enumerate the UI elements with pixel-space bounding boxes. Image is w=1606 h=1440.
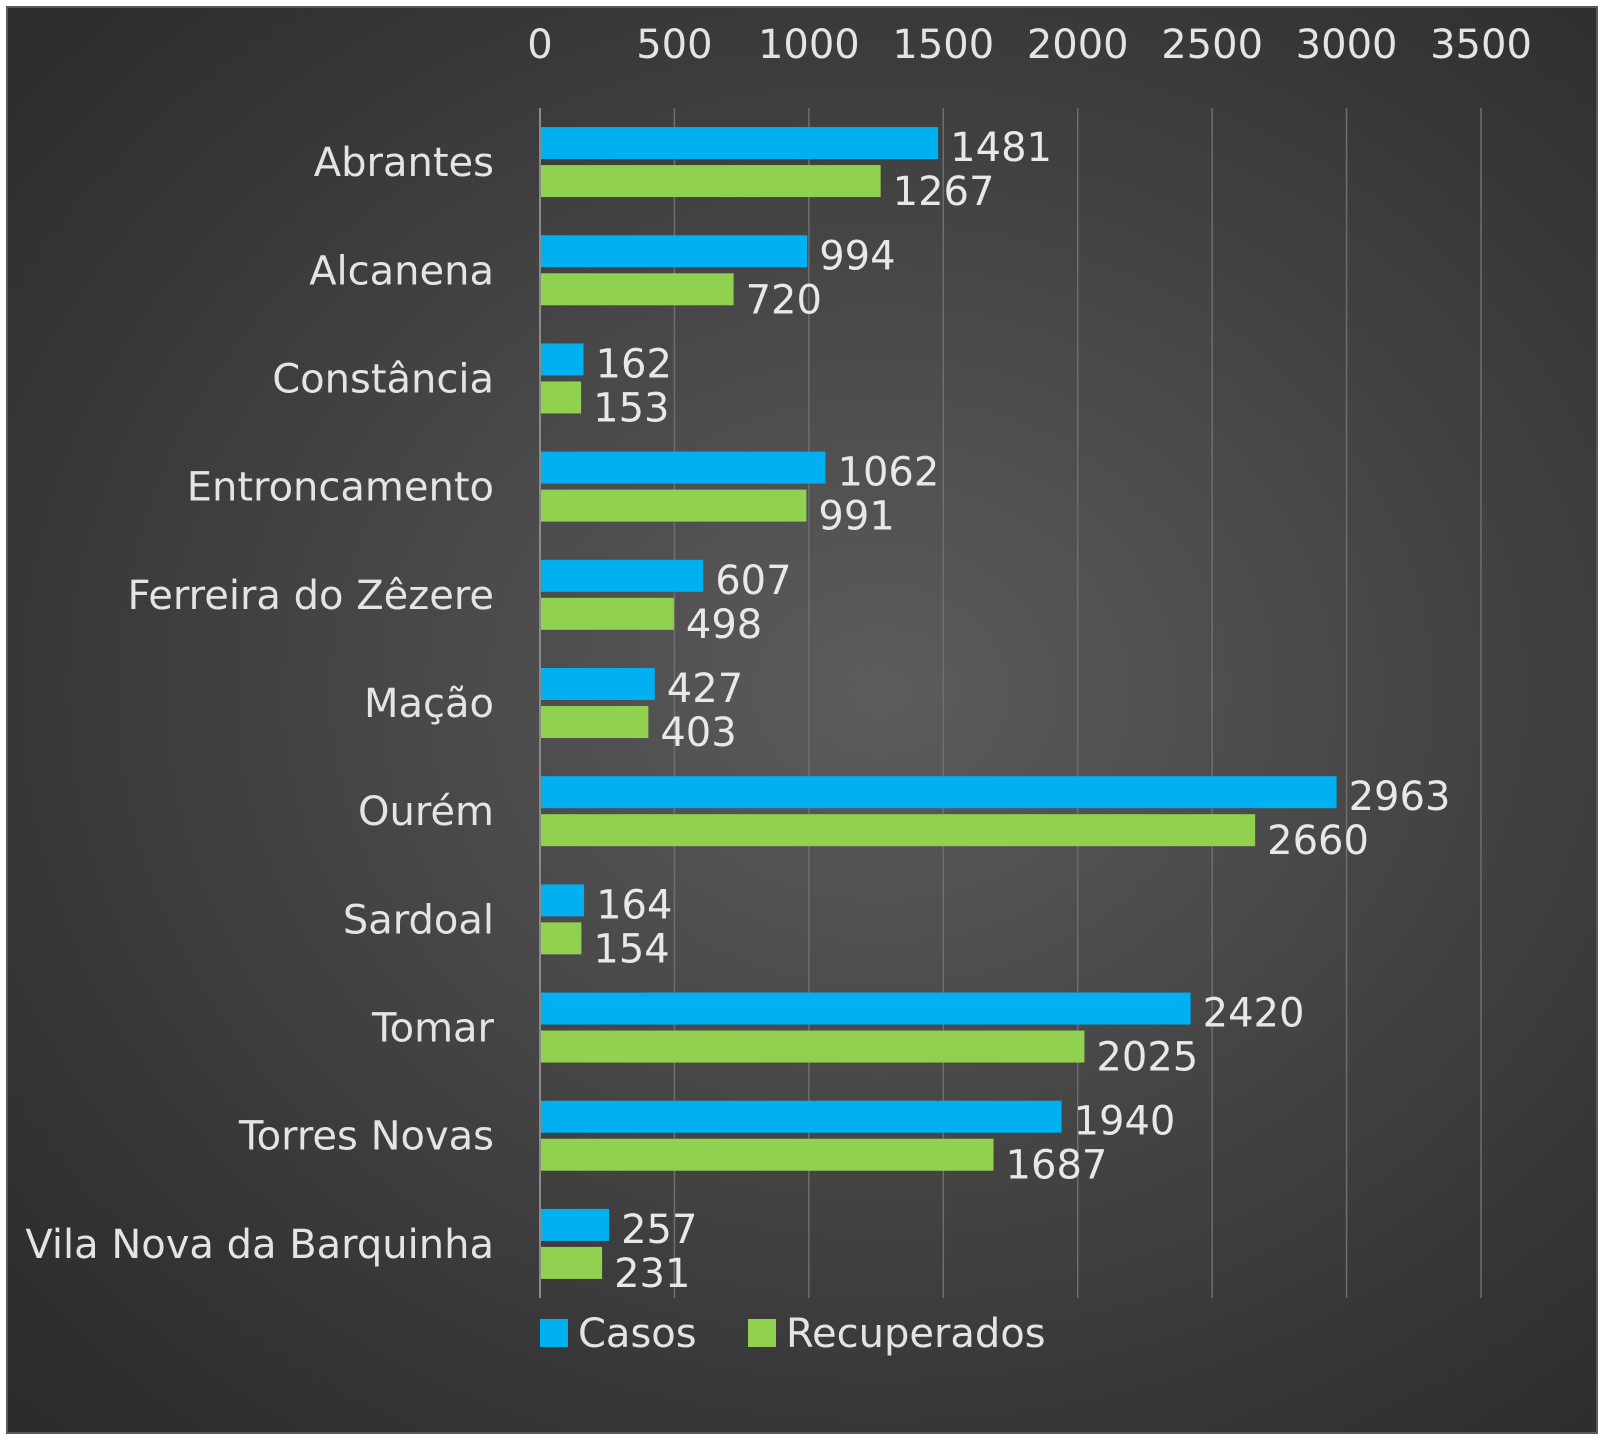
- category-label: Alcanena: [309, 248, 494, 294]
- bar-casos: [540, 884, 585, 917]
- bar-recuperados: [540, 381, 582, 414]
- bar-recuperados: [540, 1138, 994, 1171]
- bar-casos: [540, 776, 1337, 809]
- x-tick-label: 3000: [1296, 22, 1398, 68]
- data-label: 994: [819, 233, 895, 279]
- category-labels: Abrantes Alcanena Constância Entroncamento F…: [25, 140, 494, 1268]
- x-tick-label: 0: [527, 22, 552, 68]
- bar-casos: [540, 127, 939, 160]
- data-label: 153: [593, 385, 669, 431]
- data-label: 231: [614, 1251, 690, 1297]
- x-tick-label: 1000: [758, 22, 860, 68]
- data-label: 162: [596, 341, 672, 387]
- bar-casos: [540, 559, 704, 592]
- data-label: 1940: [1074, 1099, 1176, 1145]
- x-tick-label: 2000: [1027, 22, 1129, 68]
- data-label: 1062: [838, 450, 940, 496]
- category-label: Constância: [272, 356, 494, 402]
- category-label: Torres Novas: [238, 1114, 494, 1160]
- legend-swatch: [540, 1319, 568, 1347]
- bar-recuperados: [540, 814, 1256, 847]
- x-axis-ticks: 0 500 1000 1500 2000 2500 3000 3500: [527, 22, 1532, 68]
- bar-recuperados: [540, 489, 807, 522]
- category-label: Ferreira do Zêzere: [127, 573, 494, 619]
- data-label: 720: [746, 277, 822, 323]
- bar-recuperados: [540, 922, 582, 955]
- bar-recuperados: [540, 597, 674, 630]
- data-label: 164: [596, 882, 672, 928]
- category-label: Entroncamento: [187, 465, 494, 511]
- data-label: 607: [715, 558, 791, 604]
- x-tick-label: 1500: [892, 22, 994, 68]
- x-tick-label: 3500: [1430, 22, 1532, 68]
- bar-casos: [540, 235, 808, 268]
- legend-label: Casos: [578, 1311, 697, 1357]
- data-label: 427: [667, 666, 743, 712]
- category-label: Mação: [364, 681, 494, 727]
- category-label: Ourém: [358, 789, 494, 835]
- bars: [540, 127, 1337, 1279]
- data-label: 1481: [950, 125, 1052, 171]
- category-label: Abrantes: [314, 140, 494, 186]
- bar-casos: [540, 1100, 1062, 1133]
- data-label: 2025: [1096, 1035, 1198, 1081]
- data-label: 2963: [1349, 774, 1451, 820]
- data-label: 2420: [1203, 991, 1305, 1037]
- data-label: 1687: [1006, 1143, 1108, 1189]
- data-label: 257: [621, 1207, 697, 1253]
- x-tick-label: 500: [636, 22, 712, 68]
- data-label: 498: [686, 602, 762, 648]
- legend-swatch: [748, 1319, 776, 1347]
- data-label: 154: [593, 926, 669, 972]
- data-label: 403: [660, 710, 736, 756]
- category-label: Tomar: [371, 1006, 495, 1052]
- bar-recuperados: [540, 706, 649, 738]
- bar-casos: [540, 451, 826, 484]
- legend-label: Recuperados: [786, 1311, 1046, 1357]
- bar-recuperados: [540, 1246, 603, 1279]
- data-label: 1267: [893, 169, 995, 215]
- bar-casos: [540, 1208, 610, 1241]
- x-tick-label: 2500: [1161, 22, 1263, 68]
- chart-frame: 0 500 1000 1500 2000 2500 3000 3500 1481 1267 994…: [6, 6, 1598, 1434]
- bar-casos: [540, 668, 655, 700]
- bar-casos: [540, 992, 1191, 1025]
- legend: Casos Recuperados: [540, 1311, 1046, 1357]
- bar-recuperados: [540, 273, 734, 306]
- category-label: Sardoal: [343, 897, 494, 943]
- category-label: Vila Nova da Barquinha: [25, 1222, 494, 1268]
- data-label: 2660: [1267, 818, 1369, 864]
- gridlines: [673, 108, 1482, 1298]
- data-label: 991: [818, 494, 894, 540]
- bar-recuperados: [540, 1030, 1085, 1063]
- bar-casos: [540, 343, 584, 376]
- bar-recuperados: [540, 165, 881, 198]
